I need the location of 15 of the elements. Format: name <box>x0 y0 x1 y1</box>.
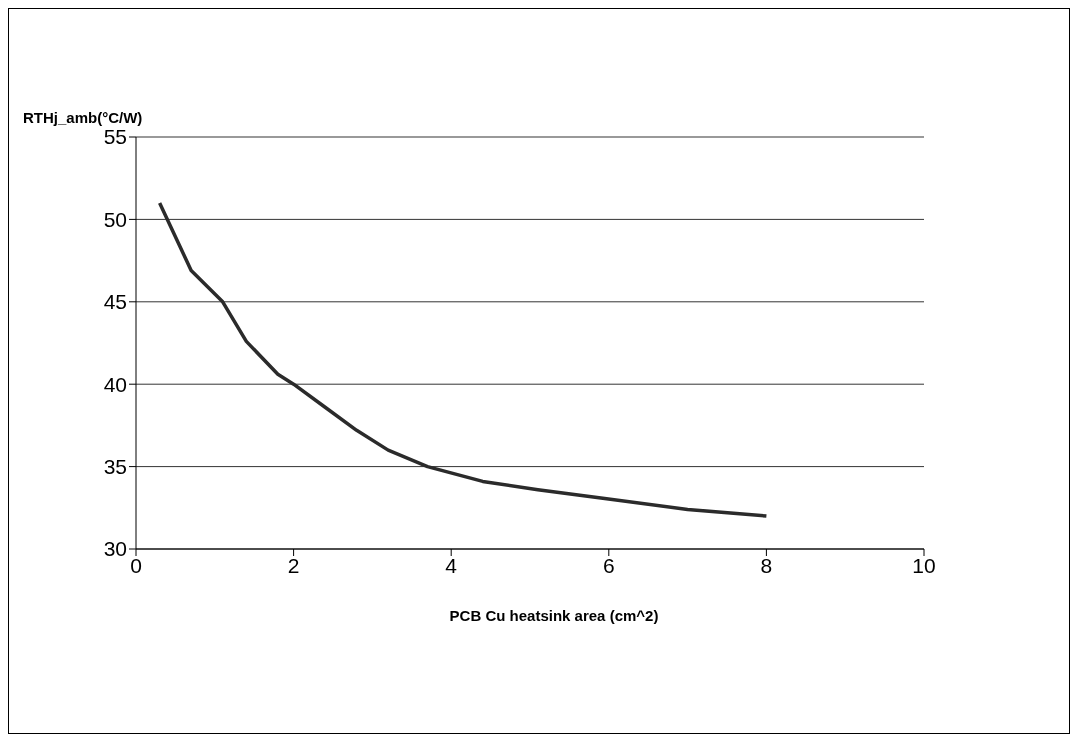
line-series <box>157 201 769 518</box>
x-axis-title: PCB Cu heatsink area (cm^2) <box>448 607 660 624</box>
y-tick-label: 35 <box>103 455 127 479</box>
y-tick-label: 40 <box>103 372 127 396</box>
x-tick-label: 2 <box>287 553 300 577</box>
y-axis-title: RTHj_amb(°C/W) <box>23 109 143 126</box>
x-tick-label: 10 <box>912 553 936 577</box>
y-tick-label: 30 <box>103 537 127 561</box>
y-tick-label: 55 <box>103 125 127 149</box>
x-tick-label: 0 <box>130 553 142 577</box>
y-tick-label: 45 <box>103 290 127 314</box>
x-tick-label: 4 <box>445 553 458 577</box>
y-tick-label: 50 <box>103 207 127 231</box>
x-tick-label: 8 <box>760 553 773 577</box>
x-tick-label: 6 <box>602 553 615 577</box>
